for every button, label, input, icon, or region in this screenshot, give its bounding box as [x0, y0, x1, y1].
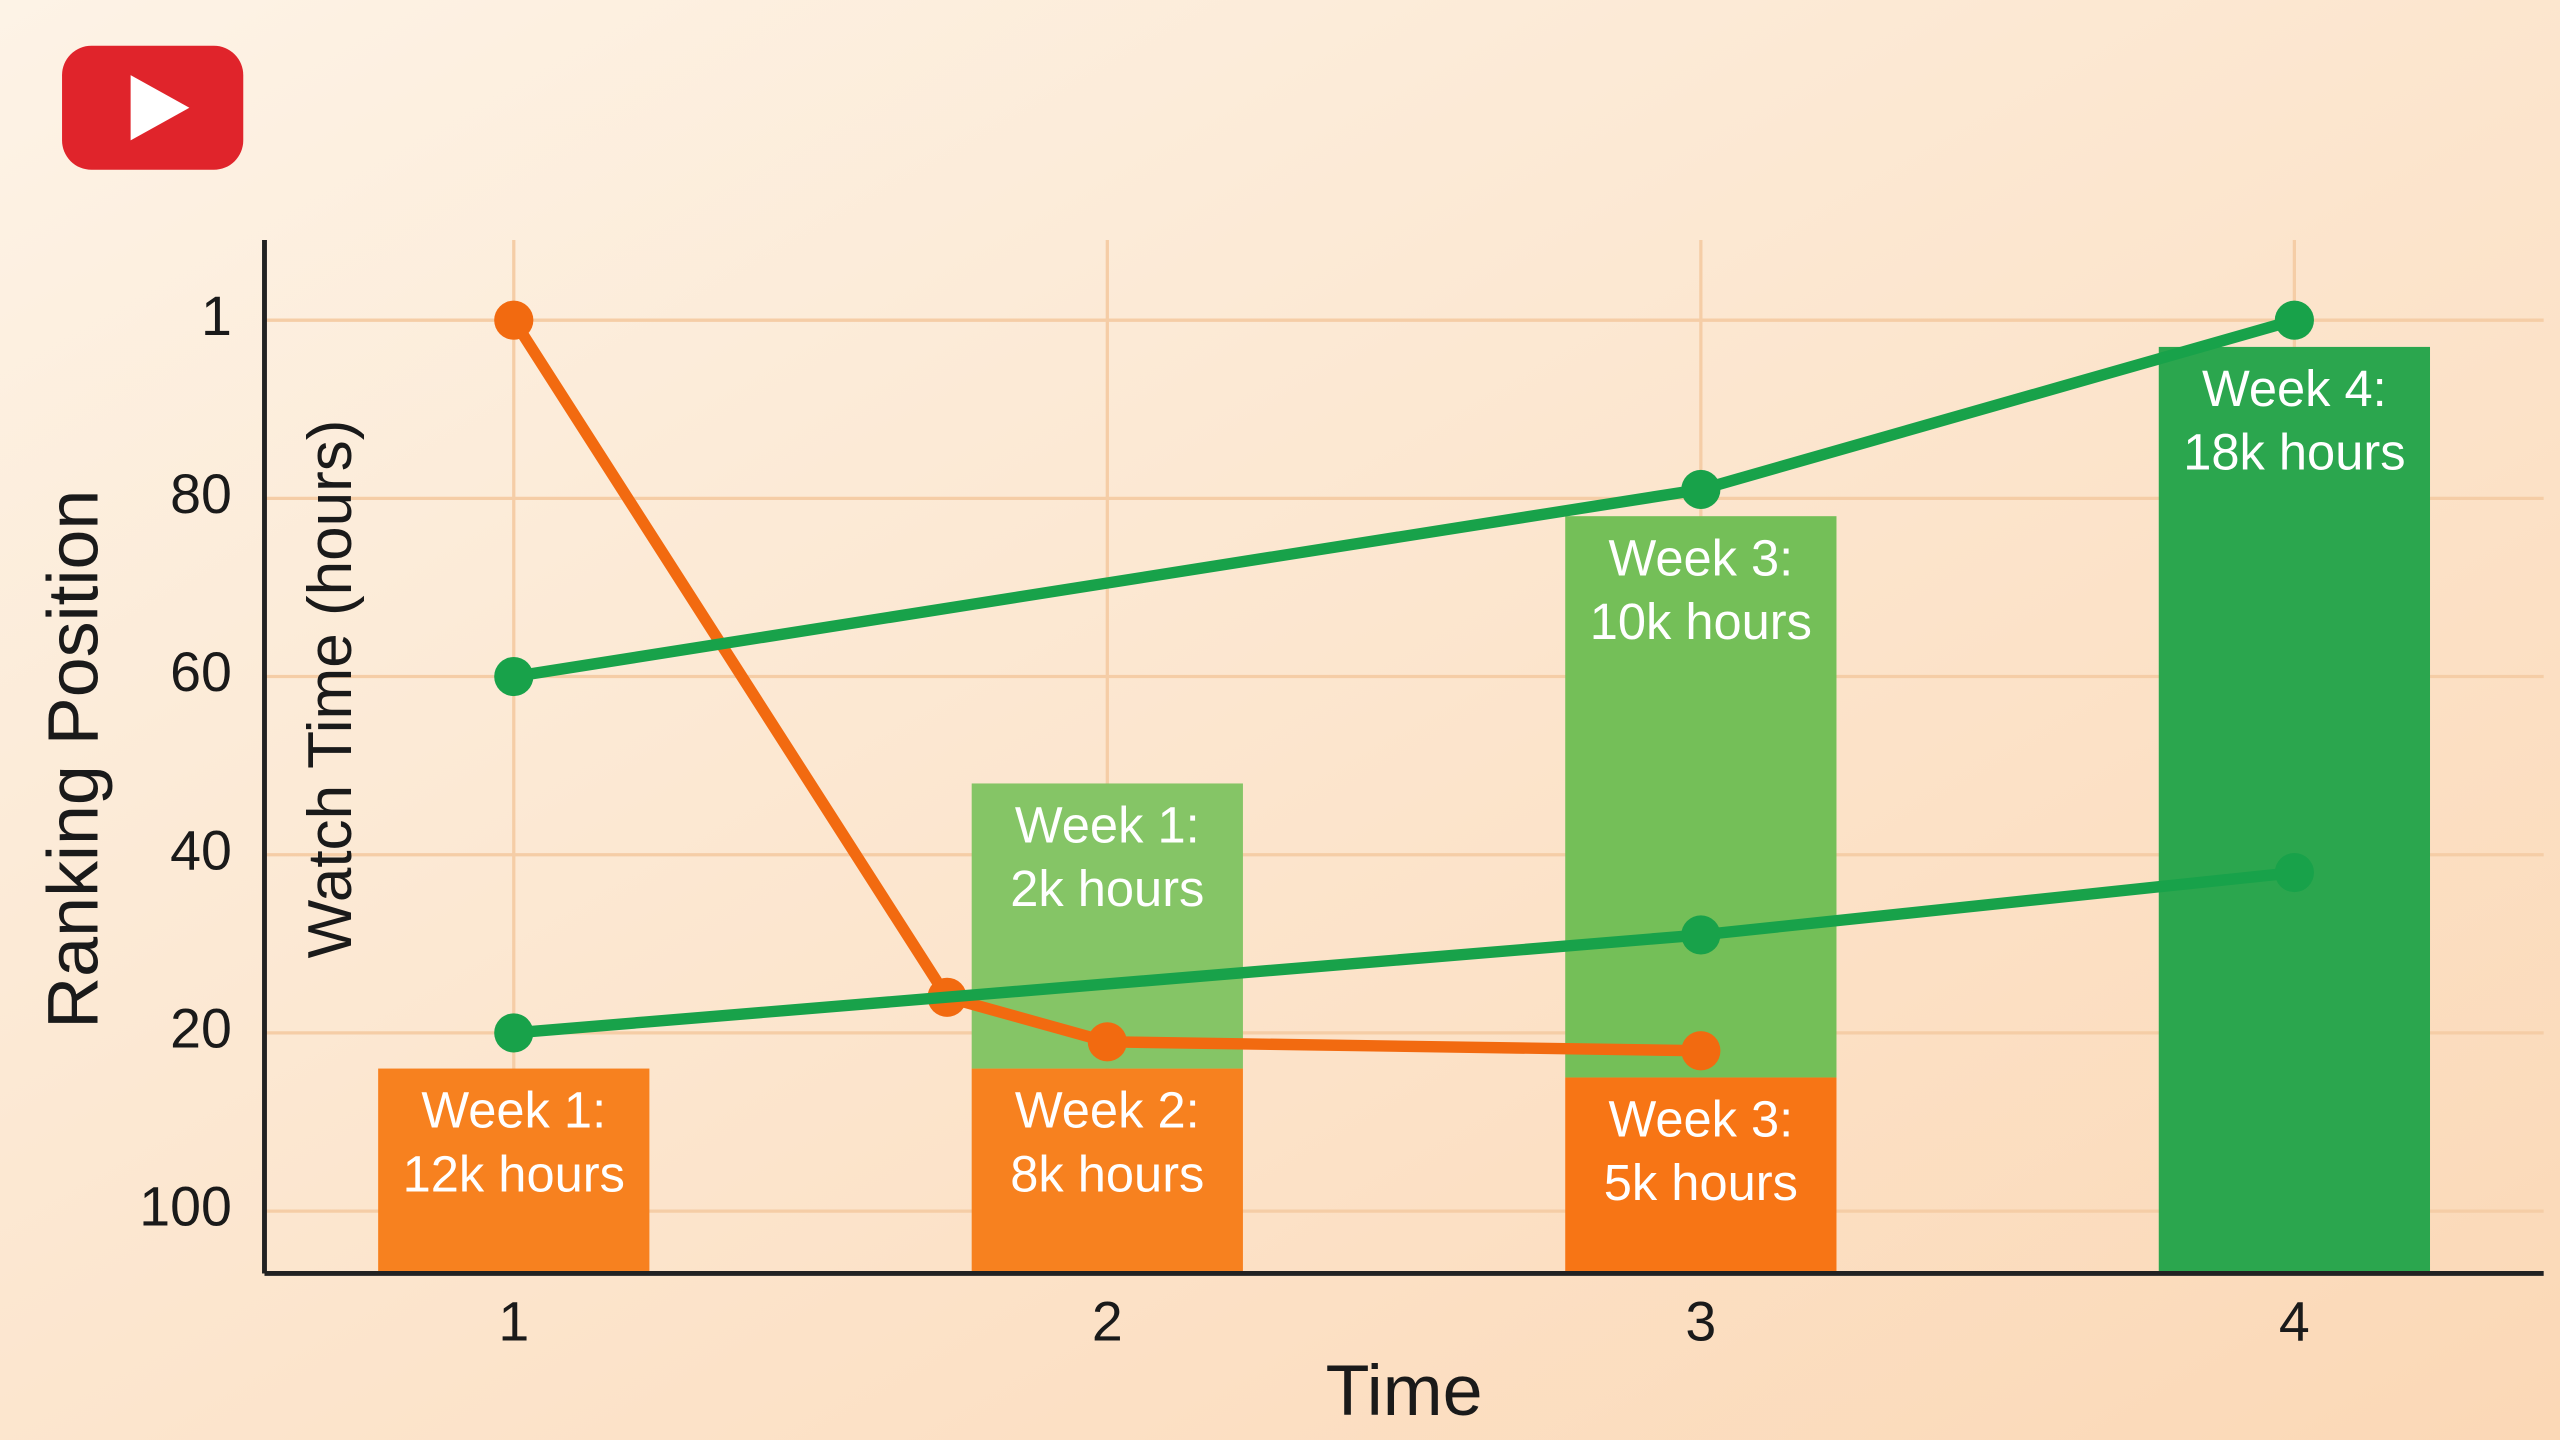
- bar-label: 5k hours: [1604, 1154, 1798, 1211]
- bar-label: Week 1:: [1015, 797, 1200, 854]
- bar-label: 18k hours: [2183, 424, 2405, 481]
- point: [1681, 469, 1721, 510]
- x-axis-label: Time: [1326, 1351, 1483, 1431]
- axes: 100 20 40 60 80 1 1 2 3 4: [139, 240, 2544, 1352]
- bar: [2158, 346, 2431, 1274]
- bar: [971, 1068, 1243, 1274]
- bar: [378, 1068, 650, 1274]
- y-tick-label: 60: [170, 641, 232, 703]
- bar-label: 2k hours: [1010, 860, 1204, 917]
- y-axis-label: Ranking Position: [33, 490, 113, 1029]
- y-tick-label: 100: [139, 1176, 232, 1238]
- bar-label: 12k hours: [403, 1145, 625, 1202]
- bar-label: Week 3:: [1608, 529, 1793, 586]
- bar-label: Week 4:: [2202, 360, 2387, 417]
- point: [2274, 300, 2314, 340]
- point: [2274, 852, 2314, 893]
- x-tick-label: 4: [2279, 1290, 2310, 1352]
- x-tick-label: 1: [498, 1290, 529, 1352]
- y-tick-label: 20: [170, 998, 232, 1060]
- point: [494, 656, 534, 697]
- bar: [1565, 1077, 1837, 1274]
- x-tick-label: 3: [1685, 1290, 1716, 1352]
- point: [494, 1013, 534, 1053]
- point: [1087, 1022, 1127, 1062]
- bar-label: 10k hours: [1590, 593, 1812, 650]
- x-tick-label: 2: [1092, 1290, 1123, 1352]
- point: [1681, 1031, 1721, 1071]
- lines: [494, 300, 2314, 1071]
- y-tick-label: 80: [170, 463, 232, 525]
- y2-axis-label: Watch Time (hours): [296, 420, 365, 959]
- point: [494, 300, 534, 340]
- point: [1681, 915, 1721, 955]
- y-tick-label: 1: [201, 285, 232, 347]
- bar-label: Week 3:: [1608, 1091, 1793, 1148]
- line: [508, 317, 1701, 1057]
- bar: [1565, 516, 1837, 1078]
- y-tick-label: 40: [170, 819, 232, 881]
- bar-label: Week 1:: [421, 1082, 606, 1139]
- bar-label: Week 2:: [1015, 1082, 1200, 1139]
- bars: Week 1: 12k hours Week 2: 8k hours Week 1: 2k…: [378, 346, 2431, 1274]
- bar-label: 8k hours: [1010, 1145, 1204, 1202]
- logo: [62, 45, 244, 170]
